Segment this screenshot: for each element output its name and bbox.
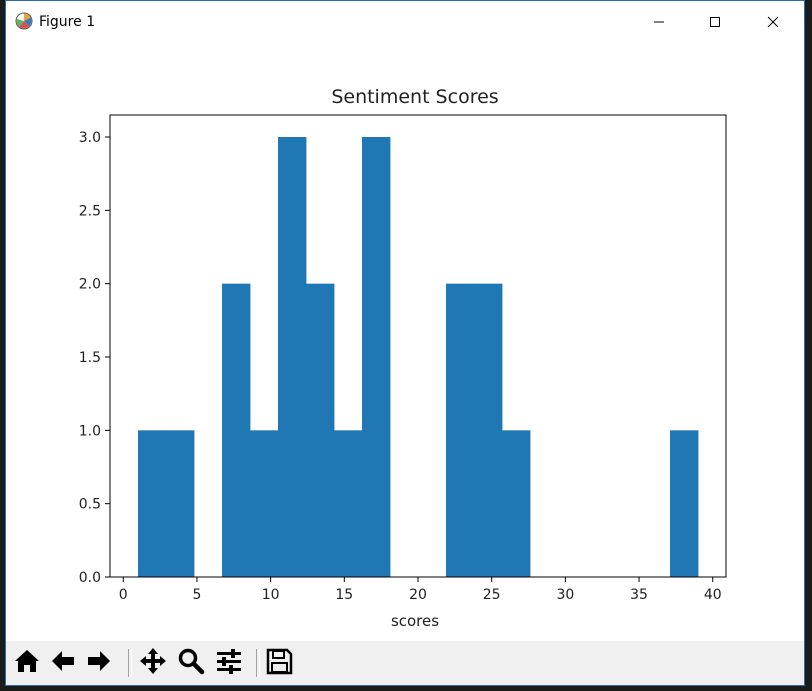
save-button[interactable] [262, 647, 296, 679]
zoom-button[interactable] [174, 647, 208, 679]
figure-window: Figure 1 Sentiment Scores 0 5 10 15 20 25 30 35… [5, 0, 805, 686]
back-arrow-icon [50, 648, 76, 678]
configure-subplots-button[interactable] [212, 647, 246, 679]
x-tick-label: 40 [704, 587, 722, 603]
histogram-bar [222, 283, 251, 577]
y-tick-label: 3.0 [79, 130, 101, 146]
x-tick-label: 35 [630, 587, 648, 603]
y-tick-label: 0.0 [79, 570, 101, 586]
x-tick-label: 25 [483, 587, 501, 603]
histogram-bar [334, 430, 363, 577]
x-tick-label: 15 [335, 587, 353, 603]
matplotlib-logo-icon [15, 12, 33, 30]
histogram-bar [138, 430, 167, 577]
x-tick-label: 5 [192, 587, 201, 603]
zoom-magnifier-icon [177, 647, 205, 679]
y-tick-label: 2.5 [79, 203, 101, 219]
histogram-bar [502, 430, 531, 577]
minimize-icon [653, 16, 665, 28]
maximize-button[interactable] [692, 1, 738, 43]
back-button[interactable] [46, 647, 80, 679]
histogram-bar [474, 283, 503, 577]
forward-button[interactable] [82, 647, 116, 679]
histogram-bar [670, 430, 699, 577]
toolbar-separator [128, 649, 132, 677]
axes-frame [109, 114, 727, 578]
configure-subplots-icon [215, 647, 243, 679]
histogram-bar [446, 283, 475, 577]
maximize-icon [709, 16, 721, 28]
pan-button[interactable] [136, 647, 170, 679]
y-tick-label: 1.0 [79, 423, 101, 439]
toolbar-separator [256, 649, 260, 677]
minimize-button[interactable] [636, 1, 682, 43]
navigation-toolbar [6, 641, 804, 685]
x-tick-label: 30 [556, 587, 574, 603]
x-axis-label: scores [391, 612, 439, 630]
chart-title: Sentiment Scores [331, 86, 498, 108]
pan-move-icon [139, 647, 167, 679]
x-tick-label: 20 [409, 587, 427, 603]
forward-arrow-icon [86, 648, 112, 678]
window-title: Figure 1 [39, 14, 96, 30]
title-bar[interactable]: Figure 1 [6, 1, 804, 43]
x-tick-label: 0 [119, 587, 128, 603]
histogram-bar [278, 137, 307, 577]
save-floppy-icon [265, 647, 293, 679]
histogram-bar [166, 430, 195, 577]
histogram-bar [250, 430, 279, 577]
histogram-chart: Sentiment Scores 0 5 10 15 20 25 30 35 40 0.0 0.5… [79, 86, 727, 630]
home-icon [14, 648, 40, 678]
y-tick-label: 0.5 [79, 497, 101, 513]
y-tick-label: 1.5 [79, 350, 101, 366]
x-tick-label: 10 [262, 587, 280, 603]
histogram-bar [362, 137, 391, 577]
close-icon [767, 16, 779, 28]
close-button[interactable] [750, 1, 796, 43]
y-tick-label: 2.0 [79, 277, 101, 293]
home-button[interactable] [10, 647, 44, 679]
histogram-bar [306, 283, 335, 577]
figure-canvas[interactable]: Sentiment Scores 0 5 10 15 20 25 30 35 40 0.0 0.5… [6, 43, 804, 641]
